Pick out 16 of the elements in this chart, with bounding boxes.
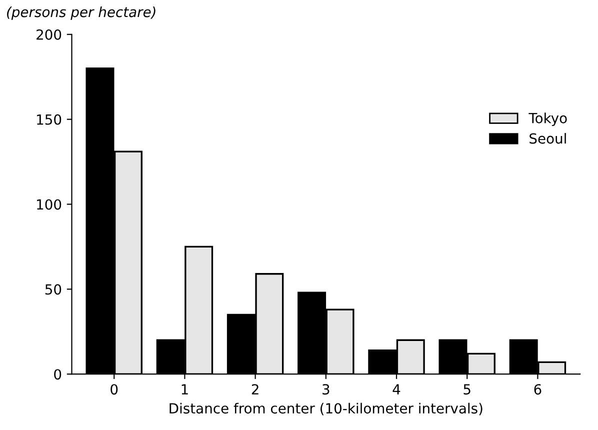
x-tick-label: 4 (392, 384, 400, 394)
x-tick-label: 1 (182, 384, 188, 394)
x-axis-title: Distance from center (10-kilometer intervals) (170, 402, 482, 416)
y-tick-label: 0 (54, 369, 62, 380)
y-tick-label: 100 (37, 199, 62, 210)
y-tick-label: 50 (45, 284, 62, 295)
x-tick-label: 3 (322, 384, 330, 395)
x-tick-label: 6 (534, 384, 542, 395)
x-tick-label: 2 (252, 384, 258, 394)
x-tick-label: 0 (110, 384, 118, 395)
y-axis-title: (persons per hectare) (7, 6, 156, 20)
y-tick-label: 150 (37, 114, 62, 125)
legend-label: Tokyo (528, 112, 567, 126)
legend-label: Seoul (530, 132, 566, 144)
y-tick-label: 200 (36, 29, 62, 40)
x-tick-label: 5 (464, 384, 470, 395)
